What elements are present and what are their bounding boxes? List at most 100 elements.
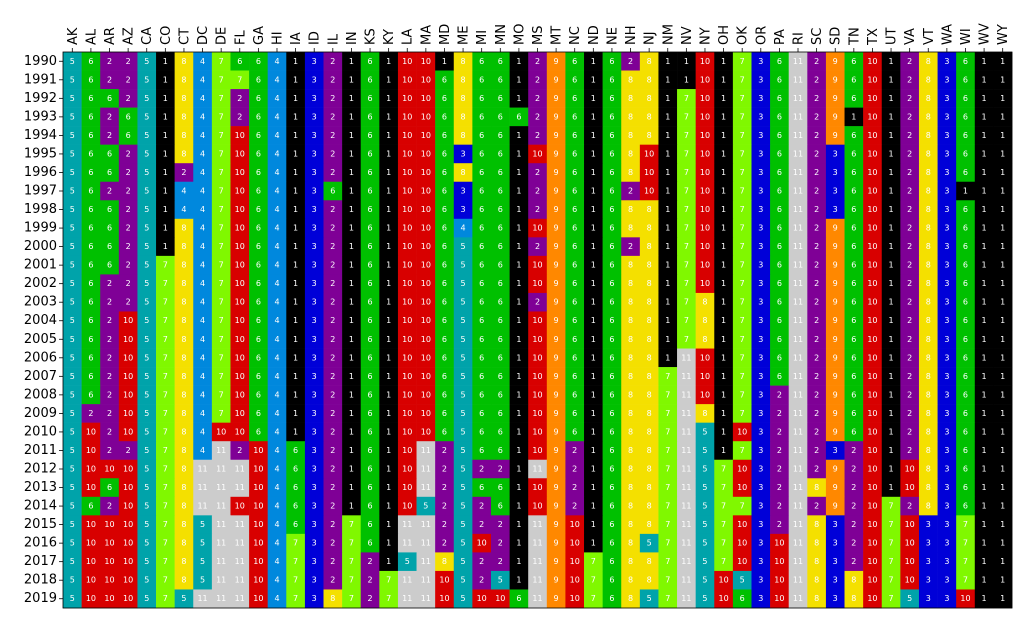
heatmap-cell bbox=[918, 385, 938, 405]
cell-label: 1 bbox=[349, 390, 354, 399]
cell-label: 2 bbox=[442, 502, 447, 511]
heatmap-cell bbox=[174, 144, 194, 164]
heatmap-cell bbox=[528, 255, 548, 275]
cell-label: 3 bbox=[833, 205, 838, 214]
cell-label: 11 bbox=[793, 131, 803, 140]
heatmap-cell bbox=[584, 255, 603, 275]
cell-label: 1 bbox=[1000, 483, 1005, 492]
cell-label: 6 bbox=[479, 75, 484, 84]
x-tick-label: CA bbox=[140, 27, 155, 45]
cell-label: 2 bbox=[107, 279, 112, 288]
heatmap-cell bbox=[100, 126, 120, 145]
heatmap-cell bbox=[509, 237, 529, 257]
cell-label: 1 bbox=[1000, 187, 1005, 196]
heatmap-cell bbox=[342, 218, 362, 238]
heatmap-cell bbox=[714, 367, 734, 386]
cell-label: 1 bbox=[591, 316, 596, 325]
cell-label: 6 bbox=[851, 316, 856, 325]
heatmap-cell bbox=[286, 163, 306, 183]
cell-label: 6 bbox=[498, 390, 503, 399]
heatmap-cell bbox=[565, 218, 585, 238]
cell-label: 5 bbox=[70, 594, 75, 603]
cell-label: 10 bbox=[421, 279, 431, 288]
cell-label: 6 bbox=[498, 409, 503, 418]
cell-label: 3 bbox=[312, 520, 317, 529]
cell-label: 1 bbox=[982, 75, 987, 84]
heatmap-cell bbox=[137, 163, 157, 183]
cell-label: 11 bbox=[421, 446, 431, 455]
cell-label: 6 bbox=[442, 335, 447, 344]
heatmap-cell bbox=[323, 237, 343, 257]
cell-label: 1 bbox=[1000, 390, 1005, 399]
heatmap-cell bbox=[100, 404, 120, 423]
heatmap-cell bbox=[379, 422, 399, 442]
cell-label: 3 bbox=[944, 224, 949, 233]
heatmap-cell bbox=[81, 441, 101, 461]
cell-label: 9 bbox=[554, 390, 559, 399]
cell-label: 6 bbox=[88, 242, 93, 251]
cell-label: 6 bbox=[88, 298, 93, 307]
cell-label: 11 bbox=[421, 576, 431, 585]
heatmap-cell bbox=[695, 218, 715, 238]
cell-label: 6 bbox=[963, 94, 968, 103]
cell-label: 9 bbox=[554, 372, 559, 381]
cell-label: 1 bbox=[386, 539, 391, 548]
heatmap-cell bbox=[63, 70, 82, 90]
cell-label: 2 bbox=[851, 520, 856, 529]
x-tick-label: VT bbox=[922, 28, 937, 45]
cell-label: 1 bbox=[721, 335, 726, 344]
heatmap-cell bbox=[714, 181, 734, 201]
heatmap-cell bbox=[230, 330, 250, 349]
cell-label: 6 bbox=[88, 94, 93, 103]
cell-label: 10 bbox=[421, 335, 431, 344]
cell-label: 5 bbox=[461, 446, 466, 455]
cell-label: 5 bbox=[702, 576, 707, 585]
x-tick-label: OR bbox=[754, 26, 769, 45]
cell-label: 5 bbox=[144, 483, 149, 492]
cell-label: 2 bbox=[535, 131, 540, 140]
cell-label: 8 bbox=[628, 557, 633, 566]
heatmap-cell bbox=[788, 311, 808, 331]
cell-label: 10 bbox=[86, 483, 96, 492]
cell-label: 6 bbox=[367, 316, 372, 325]
cell-label: 1 bbox=[591, 502, 596, 511]
cell-label: 1 bbox=[665, 205, 670, 214]
cell-label: 6 bbox=[963, 112, 968, 121]
cell-label: 10 bbox=[104, 557, 114, 566]
heatmap-cell bbox=[137, 52, 157, 71]
cell-label: 2 bbox=[814, 427, 819, 436]
heatmap-cell bbox=[435, 311, 455, 331]
heatmap-cell bbox=[714, 200, 734, 220]
heatmap-cell bbox=[193, 70, 213, 90]
cell-label: 8 bbox=[181, 242, 186, 251]
heatmap-cell bbox=[137, 348, 157, 368]
cell-label: 4 bbox=[274, 261, 279, 270]
heatmap-cell bbox=[490, 52, 510, 71]
heatmap-cell bbox=[174, 218, 194, 238]
cell-label: 11 bbox=[681, 446, 691, 455]
cell-label: 1 bbox=[516, 75, 521, 84]
heatmap-cell bbox=[137, 311, 157, 331]
cell-label: 8 bbox=[628, 409, 633, 418]
heatmap-cell bbox=[174, 89, 194, 108]
cell-label: 11 bbox=[681, 483, 691, 492]
y-tick-label: 2016 bbox=[24, 536, 57, 551]
heatmap-cell bbox=[63, 459, 82, 479]
cell-label: 2 bbox=[907, 335, 912, 344]
cell-label: 1 bbox=[982, 427, 987, 436]
heatmap-cell bbox=[174, 404, 194, 423]
heatmap-cell bbox=[509, 163, 529, 183]
cell-label: 7 bbox=[163, 576, 168, 585]
cell-label: 6 bbox=[256, 242, 261, 251]
heatmap-cell bbox=[81, 200, 101, 220]
heatmap-cell bbox=[937, 422, 957, 442]
heatmap-cell bbox=[286, 311, 306, 331]
cell-label: 2 bbox=[814, 390, 819, 399]
cell-label: 3 bbox=[312, 335, 317, 344]
cell-label: 2 bbox=[814, 372, 819, 381]
cell-label: 4 bbox=[200, 261, 205, 270]
heatmap-cell bbox=[137, 89, 157, 108]
y-tick-label: 2013 bbox=[24, 480, 57, 495]
cell-label: 7 bbox=[665, 520, 670, 529]
heatmap-cell bbox=[323, 126, 343, 145]
